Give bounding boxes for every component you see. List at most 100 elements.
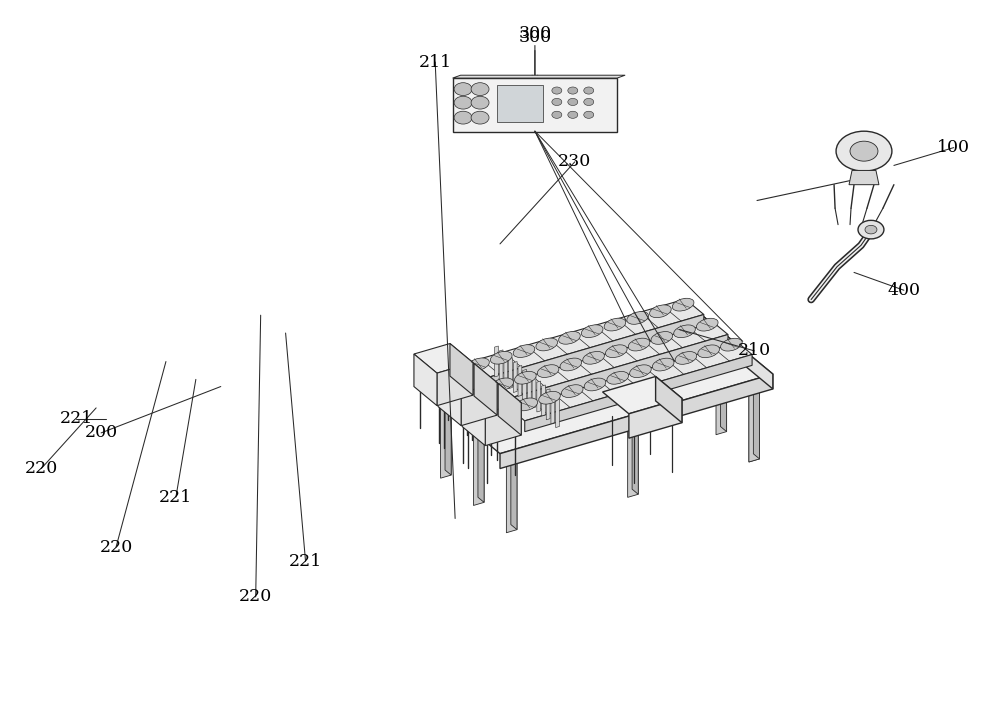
Polygon shape [753, 378, 760, 459]
Circle shape [454, 82, 472, 95]
Polygon shape [753, 378, 760, 459]
Polygon shape [485, 402, 521, 445]
Text: 200: 200 [85, 425, 118, 441]
Polygon shape [453, 75, 625, 78]
Ellipse shape [604, 318, 626, 331]
Polygon shape [849, 170, 879, 185]
Polygon shape [566, 359, 572, 440]
Circle shape [865, 226, 877, 234]
Polygon shape [511, 449, 517, 530]
Ellipse shape [581, 325, 603, 337]
Polygon shape [414, 344, 473, 373]
Ellipse shape [468, 358, 489, 371]
Ellipse shape [652, 358, 674, 371]
Circle shape [584, 98, 594, 105]
Polygon shape [749, 383, 760, 462]
Ellipse shape [559, 332, 580, 344]
Circle shape [568, 111, 578, 118]
Ellipse shape [492, 378, 513, 391]
Ellipse shape [583, 352, 604, 364]
Ellipse shape [630, 365, 651, 377]
Polygon shape [509, 358, 512, 389]
Text: 400: 400 [887, 281, 920, 299]
Polygon shape [629, 398, 682, 438]
Polygon shape [441, 400, 451, 478]
Ellipse shape [674, 325, 695, 338]
Polygon shape [749, 383, 760, 462]
Polygon shape [501, 334, 728, 412]
Ellipse shape [721, 338, 742, 351]
Circle shape [836, 131, 892, 171]
Polygon shape [537, 381, 541, 412]
Polygon shape [478, 422, 484, 503]
Polygon shape [474, 364, 497, 415]
Ellipse shape [627, 311, 648, 324]
Text: 220: 220 [25, 460, 58, 477]
Polygon shape [504, 354, 508, 384]
Ellipse shape [536, 338, 558, 351]
Polygon shape [437, 362, 473, 406]
Ellipse shape [584, 378, 606, 391]
Polygon shape [438, 374, 461, 425]
Polygon shape [556, 397, 559, 427]
Circle shape [568, 87, 578, 94]
Polygon shape [525, 354, 752, 432]
Polygon shape [414, 354, 437, 406]
Ellipse shape [672, 299, 694, 311]
Ellipse shape [560, 358, 582, 371]
Polygon shape [716, 356, 727, 435]
Circle shape [471, 82, 489, 95]
Polygon shape [438, 364, 497, 393]
Circle shape [584, 87, 594, 94]
Text: 221: 221 [289, 553, 322, 570]
Text: 211: 211 [419, 54, 452, 70]
Polygon shape [525, 334, 726, 411]
Text: 300: 300 [518, 29, 551, 46]
Text: 230: 230 [558, 153, 591, 170]
Circle shape [454, 96, 472, 109]
Polygon shape [462, 394, 485, 445]
Polygon shape [497, 84, 543, 122]
Circle shape [471, 96, 489, 109]
Polygon shape [527, 373, 531, 405]
Circle shape [584, 111, 594, 118]
Polygon shape [542, 385, 545, 416]
Circle shape [850, 141, 878, 161]
Circle shape [568, 98, 578, 105]
Polygon shape [628, 418, 638, 498]
Text: 221: 221 [159, 488, 193, 505]
Polygon shape [506, 454, 517, 533]
Ellipse shape [515, 372, 536, 384]
Polygon shape [417, 305, 773, 454]
Polygon shape [513, 362, 517, 392]
Ellipse shape [698, 345, 719, 358]
Polygon shape [546, 389, 550, 420]
Polygon shape [603, 377, 682, 414]
Circle shape [858, 221, 884, 239]
Circle shape [552, 87, 562, 94]
Polygon shape [498, 384, 521, 435]
Polygon shape [445, 394, 451, 475]
Polygon shape [458, 299, 704, 381]
Polygon shape [720, 351, 727, 432]
Polygon shape [499, 350, 503, 381]
Polygon shape [473, 427, 484, 505]
Ellipse shape [607, 372, 629, 384]
Polygon shape [476, 314, 704, 392]
Polygon shape [495, 346, 498, 377]
Polygon shape [683, 329, 694, 407]
Polygon shape [482, 319, 728, 401]
Ellipse shape [650, 305, 671, 318]
Polygon shape [461, 382, 497, 425]
Polygon shape [506, 339, 752, 421]
Text: 220: 220 [99, 538, 133, 556]
Polygon shape [500, 374, 773, 468]
Polygon shape [501, 314, 702, 391]
Polygon shape [688, 324, 694, 405]
Circle shape [454, 111, 472, 124]
Ellipse shape [490, 352, 512, 364]
Circle shape [471, 111, 489, 124]
Text: 300: 300 [518, 25, 551, 42]
Circle shape [552, 111, 562, 118]
Text: 220: 220 [239, 589, 272, 606]
